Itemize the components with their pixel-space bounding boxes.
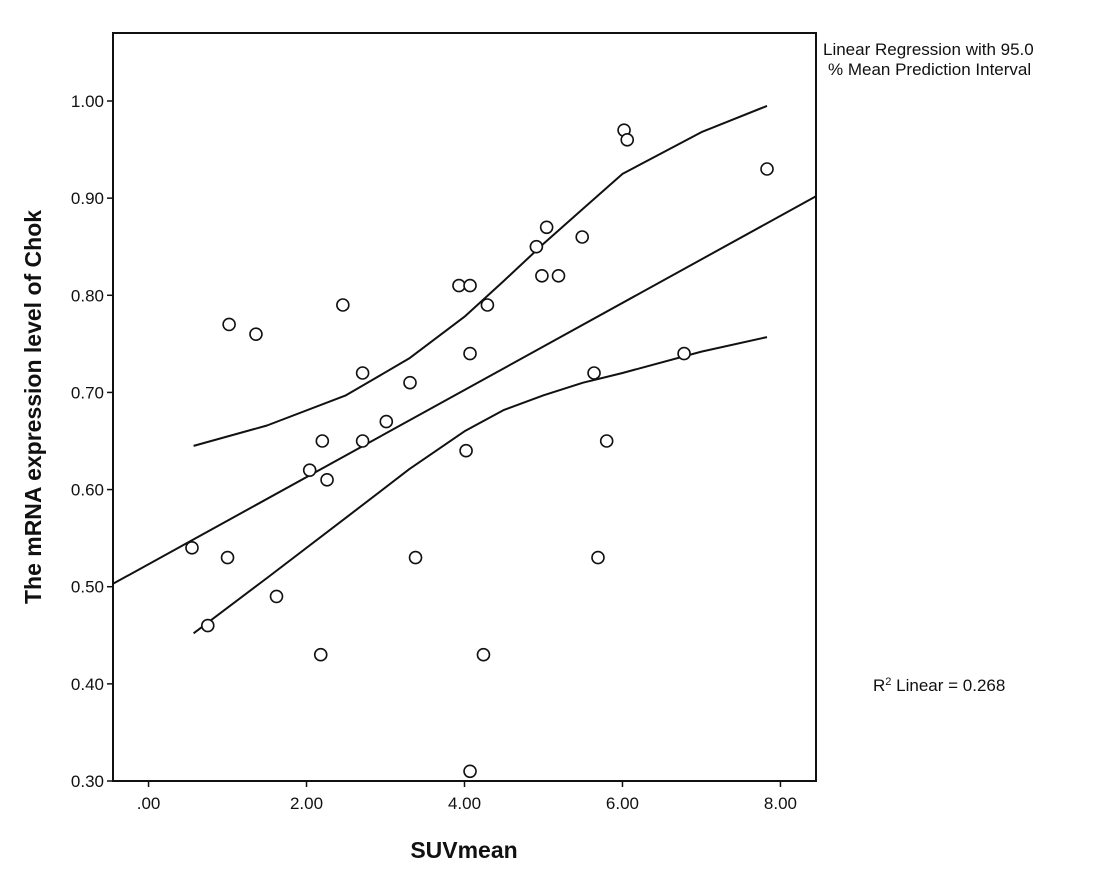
data-point [200,618,215,633]
upper-prediction-interval [193,104,768,447]
data-point [222,317,236,332]
data-point [587,366,601,380]
data-point [408,550,423,565]
data-point [591,550,605,565]
y-tick-label: 0.80 [71,286,104,305]
x-tick-label: .00 [137,794,161,813]
data-point [379,414,394,429]
data-point [459,443,473,458]
y-axis: 0.30 0.40 0.50 0.60 0.70 0.80 0.90 1.00 [71,92,113,791]
lower-prediction-interval [192,336,768,635]
data-point [529,239,544,254]
x-tick-label: 8.00 [764,794,797,813]
data-point [355,434,370,448]
data-point [249,327,263,341]
r-squared-value: Linear = 0.268 [891,676,1005,695]
data-point [599,434,614,448]
y-tick-label: 0.90 [71,189,104,208]
y-tick-label: 0.30 [71,772,104,791]
data-point [269,589,284,604]
data-point [677,346,691,361]
x-tick-label: 2.00 [290,794,323,813]
data-point [463,278,477,293]
data-point [463,346,477,361]
fit-line [112,195,817,585]
data-point [403,375,417,390]
y-axis-title: The mRNA expression level of Chok [20,210,46,604]
regression-lines [112,104,817,635]
data-point [539,220,554,235]
data-point [185,541,199,555]
r-squared-letter: R [873,676,885,695]
data-point [476,647,491,662]
data-point [302,463,317,477]
x-tick-label: 6.00 [606,794,639,813]
y-tick-label: 0.70 [71,383,104,402]
x-axis-title: SUVmean [410,837,517,863]
data-point [760,162,774,176]
data-point [320,473,334,487]
data-point [313,647,328,662]
data-point [355,366,370,380]
data-point [452,278,466,293]
r-squared-annotation: R2 Linear = 0.268 [873,676,1005,695]
y-tick-label: 1.00 [71,92,104,111]
y-tick-label: 0.60 [71,481,104,500]
y-tick-label: 0.40 [71,675,104,694]
data-point [336,298,350,312]
data-points [185,123,774,779]
y-tick-label: 0.50 [71,578,104,597]
legend-line-1: Linear Regression with 95.0 [823,40,1034,59]
data-point [551,269,566,283]
data-point [315,434,330,448]
legend-line-2: % Mean Prediction Interval [828,60,1031,79]
x-axis: .00 2.00 4.00 6.00 8.00 [137,781,797,813]
data-point [480,298,495,312]
data-point [575,230,589,244]
data-point [220,550,235,565]
r-squared-superscript: 2 [885,676,891,688]
data-point [620,133,635,147]
data-point [535,269,549,283]
x-tick-label: 4.00 [448,794,481,813]
data-point [463,764,477,779]
plot-frame [112,32,817,782]
